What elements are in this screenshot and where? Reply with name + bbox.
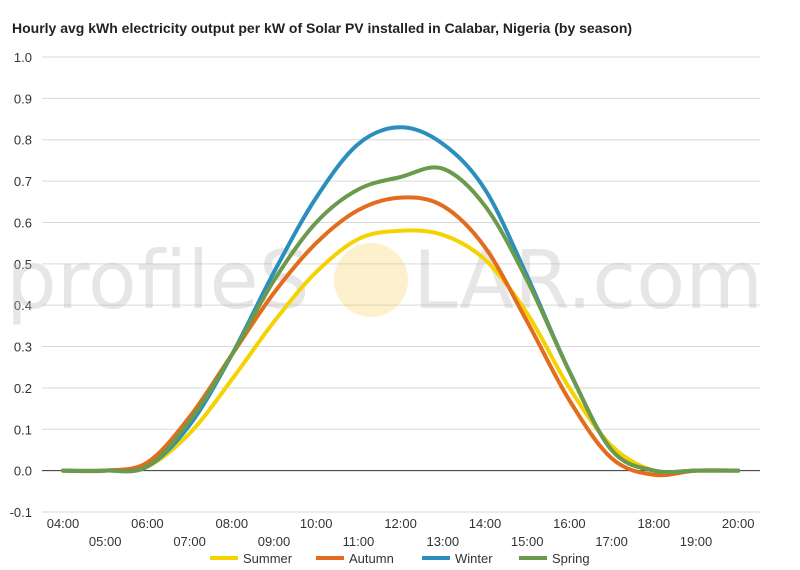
x-tick-label: 11:00 [343,534,375,549]
x-tick-label: 17:00 [595,534,628,549]
watermark-right: LAR.com [413,234,763,327]
y-tick-label: 0.4 [14,298,32,313]
watermark-left: profileS [6,234,309,327]
x-tick-label: 16:00 [553,516,586,531]
x-tick-label: 12:00 [384,516,417,531]
series-lines [61,125,741,478]
x-tick-label: 08:00 [216,516,249,531]
legend-label-spring: Spring [552,551,590,566]
legend-label-summer: Summer [243,551,293,566]
y-tick-label: 0.8 [14,133,32,148]
x-tick-label: 19:00 [680,534,713,549]
x-tick-label: 18:00 [638,516,671,531]
y-tick-label: 0.0 [14,464,32,479]
x-tick-label: 13:00 [427,534,460,549]
x-tick-label: 15:00 [511,534,544,549]
x-tick-label: 05:00 [89,534,122,549]
x-tick-label: 14:00 [469,516,502,531]
legend: Summer Autumn Winter Spring [210,551,590,566]
y-tick-label: 0.1 [14,422,32,437]
x-tick-label: 04:00 [47,516,80,531]
y-axis-ticks: -0.1 0.0 0.1 0.2 0.3 0.4 0.5 0.6 0.7 0.8 0.9 1.0 [10,50,32,520]
y-tick-label: 0.2 [14,381,32,396]
watermark: profileS LAR.com [6,234,763,327]
y-tick-label: 0.6 [14,215,32,230]
series-line-spring [61,165,741,475]
x-tick-label: 09:00 [258,534,291,549]
y-tick-label: 0.5 [14,257,32,272]
x-tick-label: 06:00 [131,516,164,531]
x-tick-label: 20:00 [722,516,755,531]
y-tick-label: 1.0 [14,50,32,65]
watermark-sun-icon [334,243,408,317]
series-line-summer [61,228,741,475]
grid-lines [42,56,760,513]
legend-label-autumn: Autumn [349,551,394,566]
y-tick-label: 0.9 [14,91,32,106]
series-line-autumn [61,195,741,478]
y-tick-label: 0.7 [14,174,32,189]
chart-title: Hourly avg kWh electricity output per kW… [12,20,632,36]
y-tick-label: -0.1 [10,505,32,520]
x-axis-ticks: 04:00 05:00 06:00 07:00 08:00 09:00 10:00 11:00… [47,516,755,549]
legend-label-winter: Winter [455,551,493,566]
y-tick-label: 0.3 [14,340,32,355]
x-tick-label: 07:00 [173,534,206,549]
x-tick-label: 10:00 [300,516,333,531]
